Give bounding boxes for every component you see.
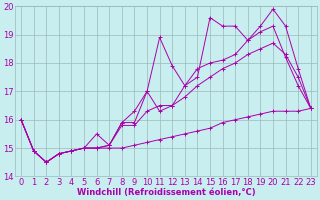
X-axis label: Windchill (Refroidissement éolien,°C): Windchill (Refroidissement éolien,°C) (76, 188, 255, 197)
